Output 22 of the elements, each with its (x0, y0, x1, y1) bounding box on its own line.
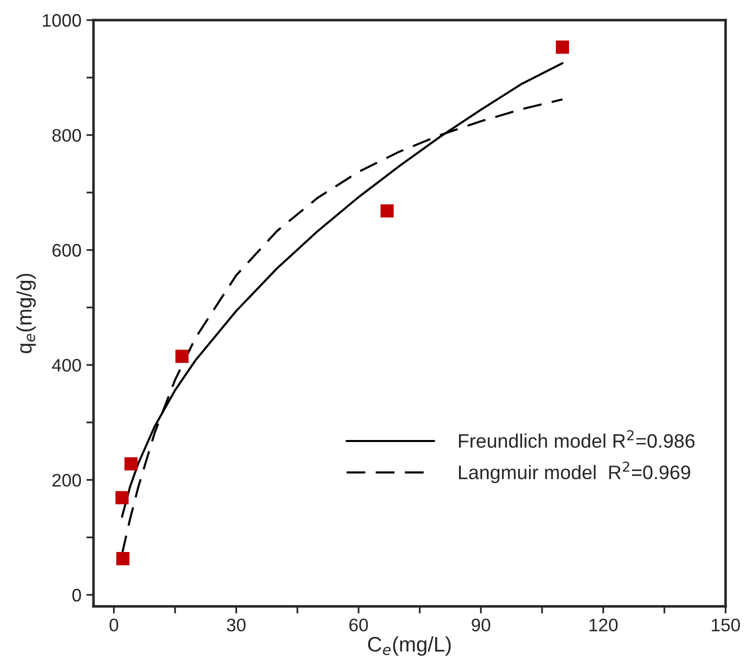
x-tick-label: 60 (349, 618, 368, 632)
point (556, 40, 570, 54)
point (115, 491, 129, 504)
y-tick-label: 0 (72, 588, 81, 602)
x-tick-label: 90 (472, 618, 490, 632)
point (380, 204, 394, 218)
point (175, 350, 189, 363)
y-tick-label: 200 (52, 474, 81, 487)
y-tick-label: 400 (52, 358, 81, 372)
y-tick-label: 600 (52, 244, 81, 257)
point (116, 552, 130, 566)
x-tick-label: 120 (590, 618, 618, 632)
x-tick-label: 0 (110, 618, 118, 632)
x-tick-label: 30 (226, 618, 246, 632)
y-tick-label: 800 (52, 128, 81, 142)
point (124, 457, 138, 470)
x-axis-title: C$_{e}$(mg/L) (368, 636, 451, 656)
y-tick-label: 1000 (42, 14, 81, 27)
legend-label: Langmuir model R$^{2}$=0.969 (459, 462, 690, 484)
x-tick-label: 150 (712, 618, 740, 632)
legend-label: Freundlich model R$^{2}$=0.986 (459, 430, 695, 448)
y-axis-title: q$_{e}$(mg/g) (16, 274, 36, 354)
